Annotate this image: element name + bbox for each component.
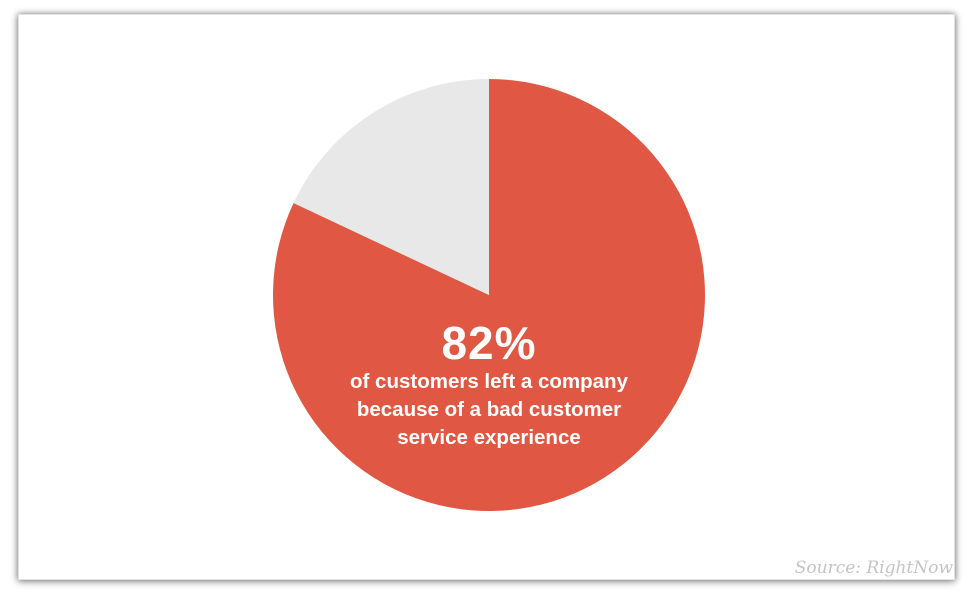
annotation-line-1: of customers left a company: [350, 370, 628, 393]
annotation-line-3: service experience: [397, 426, 581, 449]
source-note: Source: RightNow: [794, 558, 953, 578]
annotation-line-2: because of a bad customer: [356, 398, 622, 421]
pie-slice-2: [293, 79, 489, 295]
pie-slice-1: [273, 79, 706, 511]
pie-value-label: 82%: [441, 317, 537, 369]
pie-annotation: 82% of customers left a company because …: [290, 318, 688, 452]
